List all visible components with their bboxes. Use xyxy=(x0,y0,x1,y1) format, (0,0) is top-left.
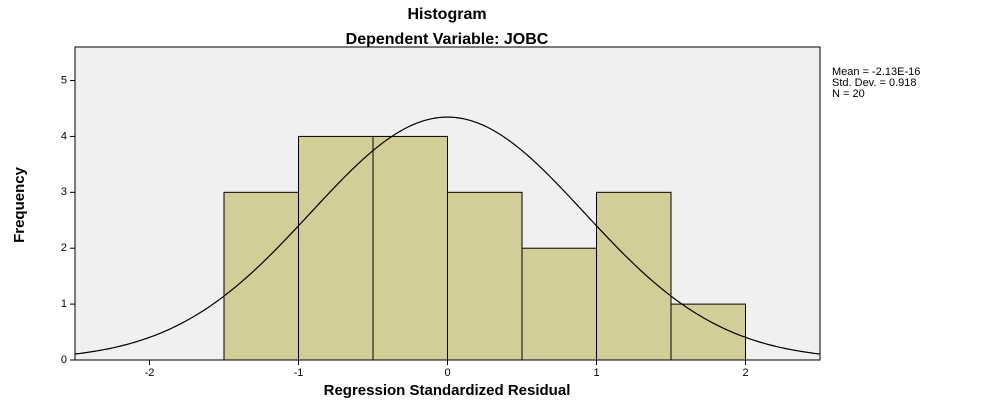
bar xyxy=(447,191,523,361)
stat-mean: Mean = -2.13E-16 xyxy=(832,66,920,78)
x-axis-label: Regression Standardized Residual xyxy=(324,382,571,399)
chart-title: Histogram xyxy=(407,6,486,23)
x-tick-label: -2 xyxy=(145,367,155,379)
bar xyxy=(223,191,299,361)
normal-curve xyxy=(74,116,821,355)
y-axis-label: Frequency xyxy=(11,166,28,243)
stat-n: N = 20 xyxy=(832,88,865,100)
y-tick-label: 2 xyxy=(61,242,67,254)
y-tick-label: 4 xyxy=(61,130,67,142)
y-tick-label: 5 xyxy=(61,74,67,86)
x-tick-label: 0 xyxy=(444,367,450,379)
bar xyxy=(596,191,672,361)
y-tick-label: 3 xyxy=(61,186,67,198)
bar xyxy=(670,303,746,361)
bar xyxy=(521,247,597,361)
x-tick-label: 2 xyxy=(742,367,748,379)
bar xyxy=(372,135,448,361)
stat-sd: Std. Dev. = 0.918 xyxy=(832,77,917,89)
bar xyxy=(298,135,374,361)
chart-subtitle: Dependent Variable: JOBC xyxy=(346,31,549,48)
x-tick-label: 1 xyxy=(593,367,599,379)
y-tick-label: 0 xyxy=(61,354,67,366)
x-tick-label: -1 xyxy=(294,367,304,379)
y-tick-label: 1 xyxy=(61,298,67,310)
